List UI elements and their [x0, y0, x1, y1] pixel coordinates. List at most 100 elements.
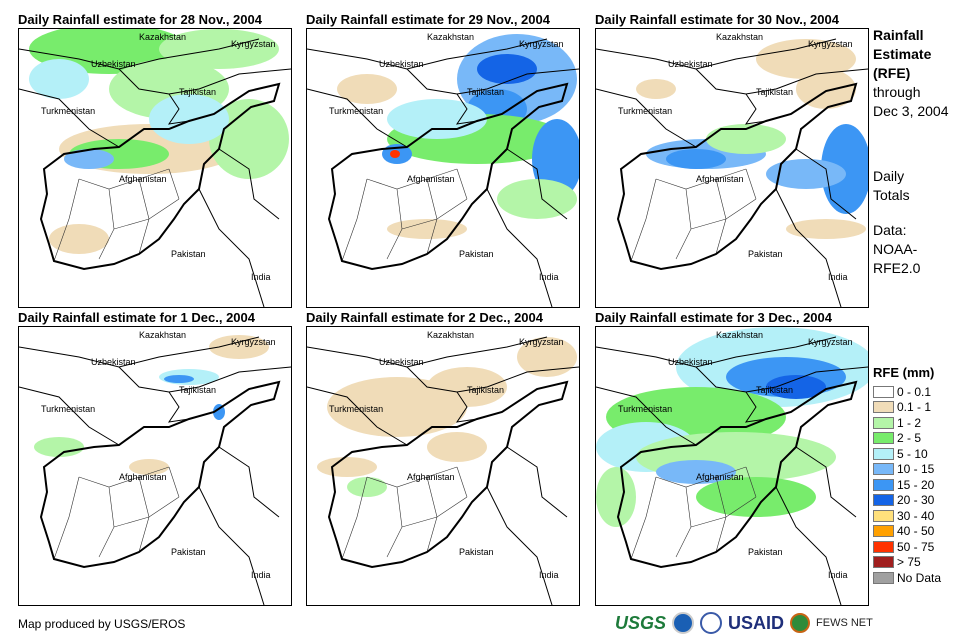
country-border — [486, 486, 553, 605]
rainfall-map-panel: Kazakhstan Kyrgyzstan Uzbekistan Tajikistan… — [18, 326, 292, 606]
legend-item: 0.1 - 1 — [873, 400, 941, 416]
legend-item: 20 - 30 — [873, 493, 941, 509]
province-borders — [53, 168, 180, 262]
legend-label: 0 - 0.1 — [897, 384, 932, 399]
map — [596, 327, 868, 605]
country-border — [775, 188, 842, 307]
legend-swatch — [873, 432, 894, 445]
legend-item: 50 - 75 — [873, 539, 941, 555]
legend-swatch — [873, 509, 894, 522]
country-border — [218, 148, 280, 220]
country-border — [506, 446, 568, 518]
place-label-uzbekistan: Uzbekistan — [668, 357, 713, 367]
country-border — [406, 366, 579, 393]
country-border — [596, 386, 697, 446]
rain-area — [64, 149, 114, 169]
legend-label: 40 - 50 — [897, 524, 935, 539]
afghanistan-border — [327, 82, 569, 271]
legend-label: 20 - 30 — [897, 493, 935, 508]
legend-swatch — [873, 447, 894, 460]
rainfall-map-panel: Kazakhstan Kyrgyzstan Uzbekistan Tajikistan… — [595, 326, 869, 606]
place-label-india: India — [828, 570, 848, 580]
map — [596, 38, 868, 307]
rain-area — [636, 79, 676, 99]
legend-label: 0.1 - 1 — [897, 400, 932, 415]
place-label-india: India — [539, 272, 559, 282]
place-label-kyrgyzstan: Kyrgyzstan — [519, 39, 564, 49]
rain-area — [337, 74, 397, 104]
province-borders — [341, 168, 468, 262]
place-label-kyrgyzstan: Kyrgyzstan — [808, 39, 853, 49]
country-border — [455, 93, 478, 125]
rain-area — [49, 224, 109, 254]
country-border — [218, 446, 280, 518]
fews-net-logo: FEWS NET — [816, 617, 873, 629]
place-label-afghanistan: Afghanistan — [119, 174, 167, 184]
legend-label: 15 - 20 — [897, 477, 935, 492]
rain-area — [517, 337, 577, 377]
country-border — [19, 88, 120, 148]
country-border — [167, 391, 190, 423]
legend-swatch — [873, 478, 894, 491]
legend-item: 5 - 10 — [873, 446, 941, 462]
place-label-kazakhstan: Kazakhstan — [139, 32, 187, 42]
panel-title: Daily Rainfall estimate for 2 Dec., 2004 — [306, 310, 543, 325]
rain-area — [596, 467, 636, 527]
rain-area — [756, 39, 856, 79]
country-border — [744, 391, 767, 423]
rain-area — [387, 99, 487, 139]
place-label-uzbekistan: Uzbekistan — [91, 59, 136, 69]
legend-item: 30 - 40 — [873, 508, 941, 524]
side-title-2: Estimate — [873, 46, 932, 62]
rain-area — [427, 432, 487, 462]
rainfall-map-panel: Kazakhstan Kyrgyzstan Uzbekistan Tajikistan… — [306, 326, 580, 606]
place-label-pakistan: Pakistan — [748, 249, 783, 259]
legend-label: 10 - 15 — [897, 462, 935, 477]
rain-area — [477, 54, 537, 84]
rain-area — [164, 375, 194, 383]
side-totals-2: Totals — [873, 187, 910, 203]
legend-item: 15 - 20 — [873, 477, 941, 493]
legend-item: 0 - 0.1 — [873, 384, 941, 400]
side-info: Rainfall Estimate (RFE) through Dec 3, 2004 … — [873, 26, 949, 278]
rain-area — [347, 477, 387, 497]
side-through: through — [873, 84, 921, 100]
rain-area — [317, 457, 377, 477]
country-border — [695, 68, 868, 95]
afghanistan-border — [39, 82, 281, 271]
country-border — [795, 148, 857, 220]
place-label-kazakhstan: Kazakhstan — [427, 32, 475, 42]
usaid-logo: USAID — [728, 612, 785, 633]
place-label-afghanistan: Afghanistan — [696, 174, 744, 184]
map — [307, 34, 579, 307]
country-border — [307, 336, 548, 368]
place-label-india: India — [539, 570, 559, 580]
place-label-pakistan: Pakistan — [748, 547, 783, 557]
rain-area — [213, 404, 225, 420]
legend-label: 5 - 10 — [897, 446, 928, 461]
place-label-kazakhstan: Kazakhstan — [427, 330, 475, 340]
country-border — [167, 93, 190, 125]
rain-area — [149, 94, 229, 144]
rain-area — [786, 219, 866, 239]
legend-swatch — [873, 401, 894, 414]
legend-swatch — [873, 525, 894, 538]
map — [19, 335, 291, 605]
legend-item: > 75 — [873, 555, 941, 571]
province-borders — [630, 168, 757, 262]
place-label-india: India — [251, 570, 271, 580]
rain-area — [387, 219, 467, 239]
country-border — [596, 38, 837, 70]
place-label-pakistan: Pakistan — [459, 249, 494, 259]
country-border — [19, 386, 120, 446]
legend-item: 40 - 50 — [873, 524, 941, 540]
side-data-3: RFE2.0 — [873, 260, 921, 276]
country-border — [198, 188, 265, 307]
rain-area — [209, 335, 269, 359]
country-border — [198, 486, 265, 605]
place-label-india: India — [251, 272, 271, 282]
legend-swatch — [873, 494, 894, 507]
rain-area — [34, 437, 84, 457]
rain-area — [427, 367, 507, 407]
